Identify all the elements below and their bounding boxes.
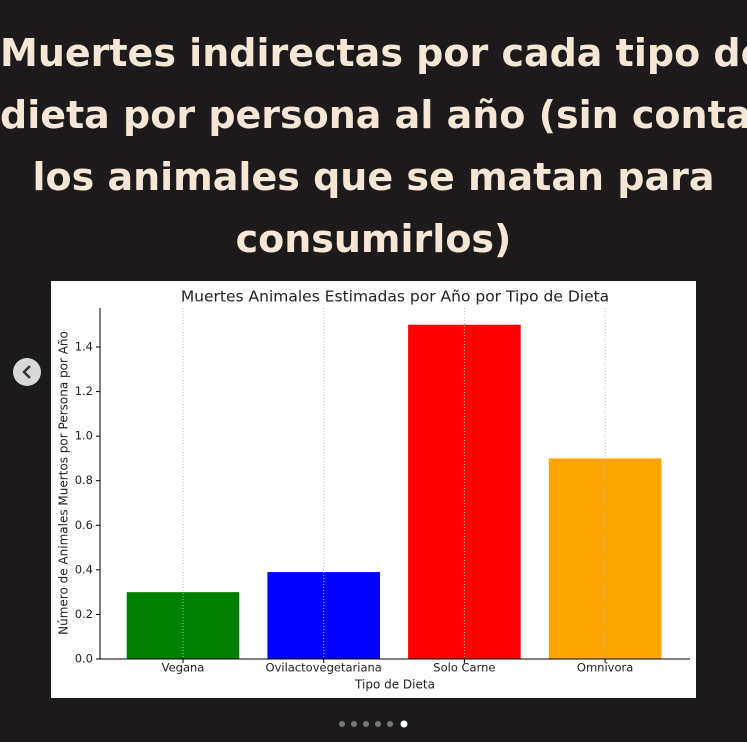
carousel-dots [339,720,408,728]
y-tick-label: 0.6 [75,518,93,532]
y-axis-label: Número de Animales Muertos por Persona p… [57,331,71,635]
y-tick-label: 0.8 [75,473,93,487]
y-tick-label: 0.2 [75,607,93,621]
x-tick-label: Vegana [162,661,205,675]
x-tick-label: Omnívora [577,661,633,675]
prev-button[interactable] [13,358,41,386]
heading-line: consumirlos) [235,217,512,261]
y-tick-label: 1.4 [75,340,93,354]
y-tick-label: 0.4 [75,562,93,576]
dot[interactable] [363,721,369,727]
x-tick-label: Solo Carne [433,661,495,675]
heading-line: los animales que se matan para [32,155,715,199]
chart-title: Muertes Animales Estimadas por Año por T… [181,288,609,306]
bar [267,572,380,659]
y-tick-label: 1.0 [75,429,93,443]
prev-icon [22,365,31,379]
dot[interactable] [351,721,357,727]
x-axis-label: Tipo de Dieta [354,678,435,692]
heading-line: Muertes indirectas por cada tipo de [0,31,747,75]
heading: Muertes indirectas por cada tipo de diet… [0,22,747,270]
dot[interactable] [339,721,345,727]
heading-line: dieta por persona al año (sin contar [0,93,747,137]
y-tick-label: 1.2 [75,384,93,398]
dot[interactable] [387,721,393,727]
dot[interactable] [375,721,381,727]
x-tick-label: Ovilactovegetariana [266,661,382,675]
dot-active[interactable] [400,720,408,728]
y-tick-label: 0.0 [75,652,93,666]
